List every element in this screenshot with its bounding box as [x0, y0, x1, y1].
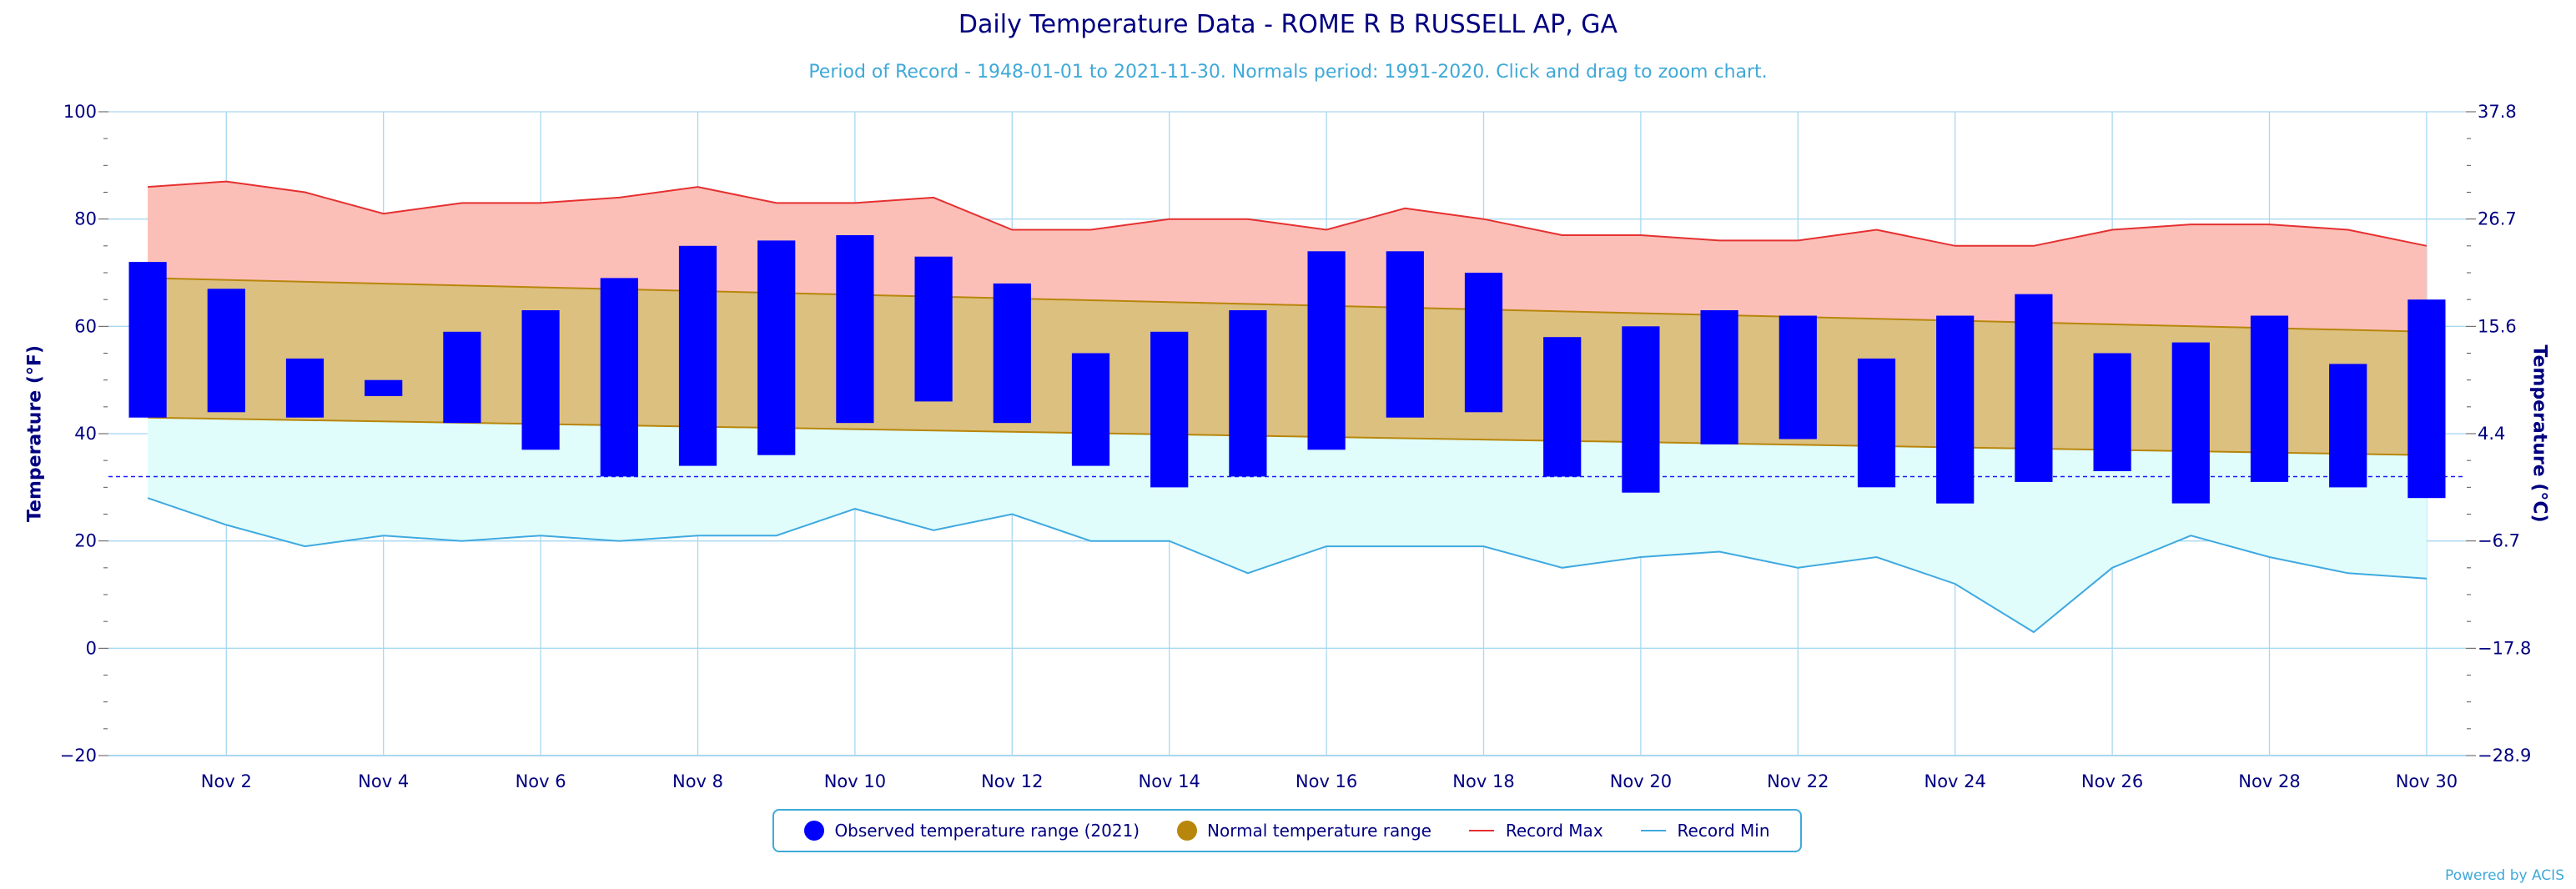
x-tick-label: Nov 22 [1767, 771, 1829, 791]
y-tick-label-right: 15.6 [2478, 316, 2517, 336]
y-tick-label-right: 4.4 [2478, 424, 2505, 444]
axes: 100 80 60 40 20 0 −20 37.8 26.7 15.6 4.4 −6.7 −17.8 −… [60, 102, 2532, 791]
x-tick-label: Nov 16 [1296, 771, 1357, 791]
observed-bar[interactable] [2093, 353, 2131, 472]
x-tick-label: Nov 20 [1610, 771, 1672, 791]
x-tick-label: Nov 14 [1139, 771, 1200, 791]
y-tick-label-left: 20 [74, 531, 97, 551]
x-tick-label: Nov 12 [981, 771, 1043, 791]
observed-bar[interactable] [443, 331, 481, 424]
x-tick-label: Nov 10 [824, 771, 886, 791]
observed-bar[interactable] [1543, 337, 1582, 477]
legend-item-observed[interactable]: Observed temperature range (2021) [804, 821, 1140, 841]
observed-bar[interactable] [1622, 326, 1660, 493]
observed-bar[interactable] [521, 310, 560, 450]
x-tick-label: Nov 24 [1924, 771, 1986, 791]
y-tick-label-left: 0 [86, 638, 97, 658]
y-tick-label-right: −6.7 [2478, 531, 2520, 551]
y-tick-label-left: 100 [63, 102, 97, 122]
observed-bar[interactable] [2171, 342, 2210, 504]
chart-subtitle: Period of Record - 1948-01-01 to 2021-11… [808, 62, 1768, 83]
observed-bar[interactable] [1071, 353, 1110, 466]
x-tick-label: Nov 26 [2081, 771, 2143, 791]
y-tick-label-right: 26.7 [2478, 209, 2517, 229]
observed-bar[interactable] [2250, 315, 2289, 482]
observed-bar[interactable] [678, 245, 717, 466]
observed-bar[interactable] [2015, 294, 2053, 482]
y-axis-label-left: Temperature (°F) [24, 344, 46, 523]
observed-bar[interactable] [285, 358, 325, 418]
observed-bar[interactable] [1779, 315, 1817, 439]
record-max-area [148, 181, 2427, 332]
x-tick-label: Nov 6 [516, 771, 566, 791]
observed-bar[interactable] [2407, 299, 2446, 499]
legend-item-record-max[interactable]: Record Max [1468, 821, 1603, 841]
record-max-line-icon [1468, 830, 1494, 831]
observed-bar[interactable] [1229, 310, 1267, 477]
record-min-area [148, 417, 2427, 632]
observed-bar[interactable] [207, 289, 245, 413]
y-tick-label-left: −20 [60, 746, 97, 766]
observed-bar[interactable] [1700, 310, 1738, 444]
y-tick-label-right: −17.8 [2478, 638, 2531, 658]
observed-bar[interactable] [914, 256, 953, 402]
legend-label-record-max: Record Max [1505, 821, 1603, 841]
y-axis-label-right: Temperature (°C) [2528, 344, 2550, 523]
y-tick-label-left: 40 [74, 424, 97, 444]
observed-bar[interactable] [993, 283, 1031, 424]
chart-legend: Observed temperature range (2021) Normal… [772, 809, 1802, 852]
x-tick-label: Nov 8 [672, 771, 723, 791]
x-tick-label: Nov 18 [1452, 771, 1514, 791]
legend-item-record-min[interactable]: Record Min [1640, 821, 1770, 841]
x-tick-label: Nov 30 [2396, 771, 2458, 791]
y-tick-label-right: −28.9 [2478, 746, 2531, 766]
powered-by-link[interactable]: Powered by ACIS [2445, 867, 2564, 884]
observed-bar[interactable] [1386, 251, 1424, 418]
y-tick-label-left: 80 [74, 209, 97, 229]
record-min-line [147, 497, 2427, 634]
legend-label-observed: Observed temperature range (2021) [834, 821, 1140, 841]
legend-item-normal[interactable]: Normal temperature range [1177, 821, 1431, 841]
observed-bar[interactable] [836, 235, 874, 424]
chart-title: Daily Temperature Data - ROME R B RUSSEL… [958, 10, 1618, 39]
legend-label-normal: Normal temperature range [1207, 821, 1431, 841]
observed-bar[interactable] [128, 262, 167, 418]
normal-swatch-icon [1177, 821, 1197, 841]
observed-bar[interactable] [757, 240, 796, 455]
observed-swatch-icon [804, 821, 825, 841]
normal-range-band [148, 278, 2427, 455]
temperature-chart[interactable]: 100 80 60 40 20 0 −20 37.8 26.7 15.6 4.4 −6.7 −17.8 −… [0, 0, 2576, 801]
legend-label-record-min: Record Min [1677, 821, 1770, 841]
observed-bar[interactable] [600, 278, 638, 477]
record-min-line-icon [1640, 830, 1666, 831]
observed-bar[interactable] [1150, 331, 1189, 488]
x-tick-label: Nov 2 [201, 771, 252, 791]
observed-bar[interactable] [1857, 358, 1896, 488]
y-tick-label-left: 60 [74, 316, 97, 336]
observed-bar[interactable] [1307, 251, 1346, 450]
area-fills [148, 181, 2427, 632]
observed-bar[interactable] [1936, 315, 1975, 504]
observed-bar[interactable] [365, 379, 403, 396]
observed-bars[interactable] [128, 235, 2446, 504]
observed-bar[interactable] [2329, 364, 2367, 488]
x-tick-label: Nov 4 [358, 771, 409, 791]
record-max-line [148, 180, 2428, 247]
x-tick-label: Nov 28 [2238, 771, 2300, 791]
observed-bar[interactable] [1464, 273, 1503, 413]
y-tick-label-right: 37.8 [2478, 102, 2517, 122]
